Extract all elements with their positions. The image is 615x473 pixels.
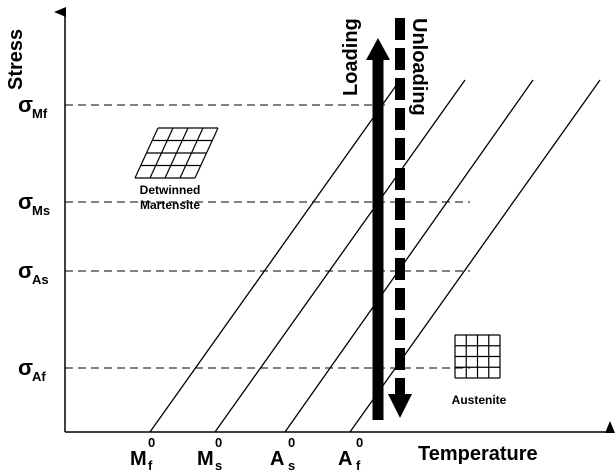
temperature-subscript: f [356,458,361,473]
x-axis-label: Temperature [418,443,538,465]
unloading-label: Unloading [408,18,430,116]
temperature-superscript: 0 [148,435,155,450]
temperature-symbol: A [270,448,284,470]
stress-level-lines [65,105,470,368]
unloading-arrowhead [388,394,412,418]
transformation-line [350,80,600,432]
loading-label: Loading [340,18,362,96]
temperature-superscript: 0 [288,435,295,450]
lattice-icons [135,128,500,378]
austenite-label: Austenite [452,393,507,407]
transformation-line [215,80,465,432]
stress-subscript: Af [32,369,46,384]
martensite-label: Martensite [140,198,200,212]
temperature-symbol: M [130,448,147,470]
stress-symbol: σ [18,355,33,380]
diagram: Stress Temperature Loading Unloading Det… [0,0,615,473]
stress-symbol: σ [18,258,33,283]
temperature-subscript: s [288,458,295,473]
temperature-superscript: 0 [215,435,222,450]
transformation-line [150,80,400,432]
stress-subscript: Mf [32,106,48,121]
loading-arrowhead [366,38,390,60]
temperature-symbol: A [338,448,352,470]
temperature-subscript: s [215,458,222,473]
stress-subscript: Ms [32,203,50,218]
stress-symbol: σ [18,189,33,214]
martensite-label: Detwinned [140,183,201,197]
y-axis-label: Stress [5,29,27,90]
stress-symbol: σ [18,92,33,117]
transformation-line [285,80,533,432]
temperature-subscript: f [148,458,153,473]
temperature-symbol: M [197,448,214,470]
stress-subscript: As [32,272,49,287]
temperature-superscript: 0 [356,435,363,450]
